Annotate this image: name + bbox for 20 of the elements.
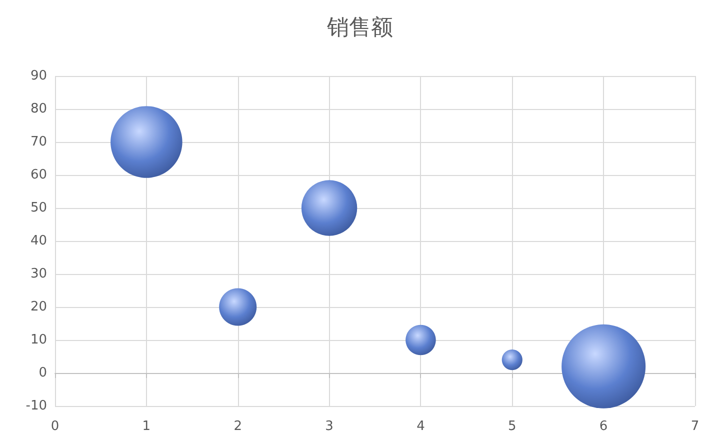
y-tick-label: 20	[30, 300, 47, 314]
chart-title: 销售额	[326, 16, 393, 40]
y-tick-label: 0	[38, 366, 47, 380]
x-tick-label: 7	[690, 419, 700, 433]
y-tick-label: 30	[30, 266, 47, 282]
x-tick-label: 4	[416, 419, 425, 433]
y-tick-label: 50	[30, 200, 47, 216]
y-tick-label: 70	[30, 134, 47, 150]
x-tick-label: 2	[234, 419, 242, 433]
y-tick-label: 90	[30, 68, 47, 84]
y-tick-label: 10	[30, 332, 47, 348]
x-tick-label: 6	[599, 419, 608, 433]
x-tick-label: 0	[50, 419, 60, 433]
y-tick-label: -10	[26, 398, 47, 414]
x-tick-label: 3	[325, 419, 334, 433]
y-tick-label: 40	[30, 234, 47, 248]
x-tick-label: 5	[508, 419, 516, 433]
x-tick-label: 1	[142, 419, 151, 433]
y-tick-label: 60	[30, 168, 47, 182]
y-tick-label: 80	[30, 102, 47, 116]
